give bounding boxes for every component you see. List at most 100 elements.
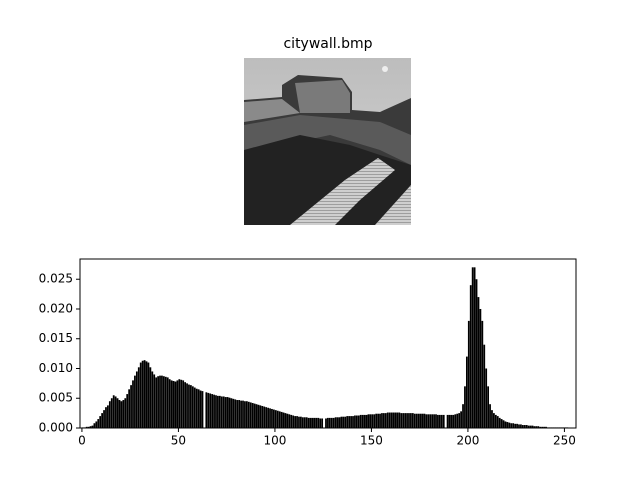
bar (284, 413, 287, 428)
bar (143, 360, 146, 428)
bar (531, 425, 534, 428)
bar (83, 427, 86, 428)
bar (139, 362, 142, 428)
x-tick-label: 0 (78, 434, 86, 448)
bar (367, 414, 370, 428)
x-tick-label: 50 (171, 434, 186, 448)
bar (199, 390, 202, 428)
bar (301, 417, 304, 428)
bar (361, 414, 364, 428)
bar (211, 394, 214, 428)
bar (118, 400, 121, 428)
bar (514, 423, 517, 428)
bar (328, 417, 331, 428)
bar (518, 424, 520, 428)
bar (460, 411, 462, 428)
bar (298, 416, 300, 428)
bar (244, 401, 246, 428)
bar (352, 416, 354, 428)
bar (213, 394, 215, 428)
bar (230, 398, 233, 428)
bar (437, 414, 439, 428)
bar (375, 413, 378, 428)
bar (145, 361, 148, 428)
y-tick-label: 0.025 (39, 272, 73, 286)
bar (110, 398, 113, 428)
bar (188, 384, 190, 428)
bar (566, 427, 569, 428)
bar (274, 410, 277, 428)
bar (172, 380, 175, 428)
bar (334, 417, 337, 428)
bar (149, 367, 152, 428)
bar (259, 405, 262, 428)
bar (500, 419, 503, 428)
bar (465, 356, 468, 428)
bar (280, 411, 283, 428)
bar (271, 408, 273, 428)
bar (166, 377, 169, 428)
bar (558, 427, 561, 428)
bar (475, 279, 478, 428)
bar (498, 417, 501, 428)
bar (491, 410, 493, 428)
bar (467, 320, 470, 428)
bar (184, 382, 186, 428)
bar (504, 421, 507, 428)
bar (103, 410, 105, 428)
bar (267, 407, 269, 428)
bar (529, 425, 532, 428)
bar (286, 413, 289, 428)
y-tick-label: 0.010 (39, 361, 73, 375)
bar (247, 401, 250, 428)
bar (348, 416, 351, 428)
bar (342, 416, 345, 428)
bar (186, 383, 188, 428)
bar (394, 412, 397, 428)
bar (89, 426, 92, 428)
bar (423, 413, 426, 428)
bar (523, 425, 526, 428)
bar (315, 417, 318, 428)
bar (141, 360, 144, 428)
bar (396, 412, 399, 428)
bar (550, 427, 553, 428)
bar (433, 414, 435, 428)
bar (481, 320, 484, 428)
bar (151, 371, 154, 428)
bar (217, 395, 219, 428)
bar (126, 394, 129, 428)
bar (255, 404, 258, 428)
bar (485, 368, 488, 428)
bar (91, 425, 94, 428)
bar (265, 407, 268, 428)
x-tick-label: 100 (263, 434, 286, 448)
image-title: citywall.bmp (283, 36, 372, 52)
bar (153, 374, 156, 428)
bar (545, 426, 547, 428)
bar (228, 397, 231, 428)
bar (327, 417, 329, 428)
bar (429, 414, 432, 428)
bar (116, 398, 119, 428)
bar (392, 412, 395, 428)
bar (168, 379, 171, 428)
bar (365, 414, 368, 428)
bar (245, 401, 248, 428)
bar (419, 413, 422, 428)
bar (357, 415, 360, 428)
bar (197, 389, 200, 428)
bar (512, 423, 515, 428)
bar (130, 385, 132, 428)
bar (99, 416, 102, 428)
bar (313, 417, 316, 428)
bar (87, 426, 90, 428)
bar (483, 344, 486, 428)
bar (201, 391, 204, 428)
bar (272, 409, 275, 428)
bar (539, 426, 542, 428)
bar (155, 377, 158, 428)
bar (251, 403, 254, 428)
bar (506, 422, 509, 428)
x-tick-label: 200 (456, 434, 479, 448)
